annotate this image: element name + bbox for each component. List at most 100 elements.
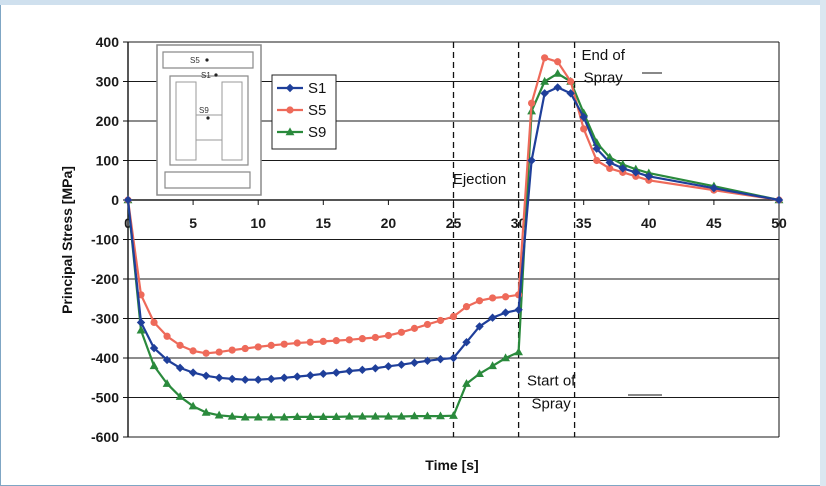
inset-label-s9: S9	[199, 106, 209, 115]
data-point-s9-21	[397, 411, 406, 420]
y-tick-label-8: 200	[96, 113, 120, 129]
data-point-s1-40	[644, 172, 653, 181]
data-point-s5-5	[189, 347, 197, 355]
y-tick-label-9: 300	[96, 74, 120, 90]
data-point-s9-4	[175, 392, 185, 400]
y-tick-label-2: -400	[91, 350, 119, 366]
y-tick-label-0: -600	[91, 429, 119, 445]
data-point-s5-26	[462, 303, 471, 311]
data-point-s1-21	[397, 360, 406, 369]
data-point-s1-30	[514, 305, 523, 315]
annotation-3: Start of	[527, 373, 576, 390]
inset-web	[196, 114, 223, 141]
inset-bottom-bar	[164, 171, 251, 189]
legend-label-s9: S9	[308, 124, 326, 141]
data-point-s1-2	[149, 343, 159, 353]
data-point-s5-37	[606, 164, 614, 172]
data-point-s5-34	[567, 77, 575, 86]
data-point-s1-1	[136, 318, 146, 327]
legend-marker-s1	[285, 83, 295, 93]
data-point-s9-23	[423, 411, 432, 420]
data-series	[123, 54, 784, 421]
data-point-s9-13	[292, 412, 302, 421]
data-point-s1-10	[254, 375, 263, 384]
annotations: Ejection End of Spray Start of Spray	[453, 47, 662, 413]
data-point-s9-7	[214, 410, 224, 419]
data-point-s9-1	[136, 325, 146, 334]
data-point-s5-25	[449, 312, 458, 321]
annotation-2: Spray	[584, 69, 624, 86]
data-point-s5-28	[488, 294, 497, 302]
frame-top-band	[0, 0, 826, 5]
legend-box	[271, 74, 337, 150]
data-point-s5-9	[241, 344, 249, 353]
data-point-s1-37	[605, 158, 614, 167]
data-point-s1-22	[410, 358, 419, 367]
data-point-s1-34	[566, 89, 575, 98]
x-tick-label-7: 35	[576, 215, 592, 231]
inset-point-s9	[206, 116, 210, 120]
data-point-s5-27	[475, 297, 484, 305]
data-point-s1-32	[540, 89, 549, 98]
y-tick-label-10: 400	[96, 34, 120, 50]
inset-point-s1	[214, 73, 218, 77]
data-point-s5-10	[254, 343, 262, 351]
data-point-s5-12	[280, 340, 288, 348]
data-point-s9-14	[305, 412, 315, 421]
data-point-s1-39	[631, 168, 640, 177]
data-point-s9-5	[188, 401, 198, 410]
data-point-s1-31	[527, 156, 536, 165]
data-point-s1-41	[709, 183, 719, 193]
legend-marker-s5	[286, 106, 294, 114]
axes	[123, 41, 780, 438]
data-point-s1-28	[488, 313, 497, 322]
data-point-s1-17	[345, 366, 354, 376]
data-point-s1-29	[501, 308, 510, 317]
data-point-s1-20	[384, 362, 393, 371]
y-axis-title: Principal Stress [MPa]	[59, 166, 75, 314]
x-tick-label-5: 25	[446, 215, 462, 231]
y-tick-label-1: -500	[91, 390, 119, 406]
data-point-s5-35	[580, 125, 588, 133]
data-point-s5-23	[423, 320, 432, 329]
data-point-s5-13	[293, 339, 301, 347]
inset-label-s1: S1	[201, 71, 211, 80]
data-point-s1-13	[293, 372, 302, 381]
data-point-s9-22	[410, 411, 419, 420]
data-point-s5-18	[358, 335, 366, 343]
data-point-s9-26	[462, 379, 471, 387]
data-point-s1-7	[214, 373, 224, 382]
data-point-s9-8	[227, 411, 237, 420]
data-point-s5-31	[528, 99, 536, 107]
data-point-s1-26	[462, 338, 471, 347]
annotation-4: Spray	[532, 396, 572, 413]
data-point-s5-22	[410, 324, 419, 332]
data-point-s5-14	[306, 338, 314, 346]
inset-left-leg	[175, 81, 197, 161]
data-point-s1-15	[319, 369, 328, 378]
x-tick-label-10: 50	[771, 215, 787, 231]
data-point-s5-24	[436, 316, 445, 325]
data-point-s5-3	[163, 332, 171, 340]
legend-label-s5: S5	[308, 102, 326, 119]
data-point-s1-6	[201, 371, 211, 380]
data-point-s1-25	[449, 353, 458, 363]
data-point-s1-16	[332, 368, 341, 377]
data-point-s1-12	[280, 373, 289, 382]
series-s1	[123, 83, 784, 384]
data-point-s9-18	[357, 411, 367, 420]
data-point-s1-5	[188, 368, 198, 377]
x-tick-label-2: 10	[250, 215, 266, 231]
data-point-s1-4	[175, 363, 185, 373]
y-tick-label-7: 100	[96, 153, 120, 169]
y-tick-label-6: 0	[111, 192, 119, 208]
annotation-1: End of	[582, 47, 626, 64]
data-point-s9-17	[344, 411, 354, 420]
y-tick-label-4: -200	[91, 271, 119, 287]
data-point-s9-3	[162, 379, 172, 387]
data-point-s1-23	[423, 356, 432, 365]
data-point-s5-15	[319, 337, 327, 346]
data-point-s9-9	[240, 412, 250, 421]
inset-point-s5	[205, 58, 209, 62]
